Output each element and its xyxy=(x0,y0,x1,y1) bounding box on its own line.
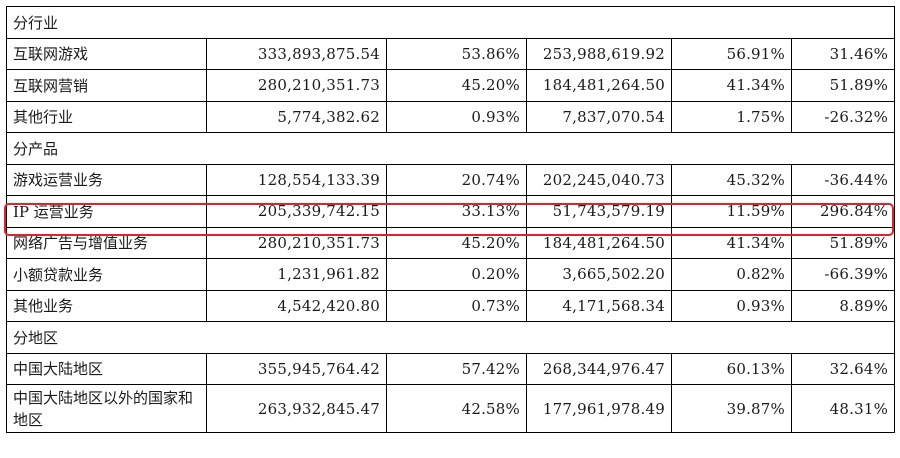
cell-value-col-4: 1.75% xyxy=(671,100,792,133)
cell-value-col-3: 184,481,264.50 xyxy=(526,226,672,259)
cell-value-col-1: 205,339,742.15 xyxy=(206,195,387,228)
row-label: 其他业务 xyxy=(6,289,207,322)
table-body: 分行业 互联网游戏 333,893,875.54 53.86% 253,988,619.… xyxy=(5,6,896,433)
section-label: 分产品 xyxy=(5,132,896,165)
row-label: 网络广告与增值业务 xyxy=(6,226,207,259)
cell-value-col-5: -66.39% xyxy=(790,258,896,291)
section-header-row: 分地区 xyxy=(5,321,896,354)
cell-value-col-1: 355,945,764.42 xyxy=(206,352,387,385)
table-row-highlighted: IP 运营业务 205,339,742.15 33.13% 51,743,579.19… xyxy=(6,195,896,228)
row-label: 其他行业 xyxy=(6,100,207,133)
cell-value-col-1: 333,893,875.54 xyxy=(206,37,387,70)
cell-value-col-4: 39.87% xyxy=(671,384,792,433)
cell-value-col-1: 128,554,133.39 xyxy=(206,163,387,196)
table-row: 中国大陆地区以外的国家和地区 263,932,845.47 42.58% 177,96… xyxy=(6,384,896,433)
cell-value-col-4: 41.34% xyxy=(671,226,792,259)
cell-value-col-2: 0.20% xyxy=(386,258,527,291)
cell-value-col-4: 41.34% xyxy=(671,69,792,102)
table-row: 其他行业 5,774,382.62 0.93% 7,837,070.54 1.75% -2… xyxy=(6,100,896,133)
cell-value-col-4: 0.93% xyxy=(671,289,792,322)
cell-value-col-5: 31.46% xyxy=(790,37,896,70)
row-label: 中国大陆地区以外的国家和地区 xyxy=(6,384,207,433)
cell-value-col-4: 11.59% xyxy=(671,195,792,228)
cell-value-col-3: 7,837,070.54 xyxy=(526,100,672,133)
section-header-row: 分行业 xyxy=(5,6,896,39)
cell-value-col-2: 45.20% xyxy=(386,226,527,259)
cell-value-col-2: 53.86% xyxy=(386,37,527,70)
row-label: IP 运营业务 xyxy=(6,195,207,228)
section-label: 分行业 xyxy=(5,6,896,39)
cell-value-col-2: 42.58% xyxy=(386,384,527,433)
table-row: 小额贷款业务 1,231,961.82 0.20% 3,665,502.20 0.82%… xyxy=(6,258,896,291)
cell-value-col-5: 32.64% xyxy=(790,352,896,385)
row-label: 互联网游戏 xyxy=(6,37,207,70)
cell-value-col-5: 51.89% xyxy=(790,226,896,259)
cell-value-col-4: 45.32% xyxy=(671,163,792,196)
row-label: 互联网营销 xyxy=(6,69,207,102)
cell-value-col-3: 3,665,502.20 xyxy=(526,258,672,291)
cell-value-col-2: 0.93% xyxy=(386,100,527,133)
cell-value-col-5: 48.31% xyxy=(790,384,896,433)
cell-value-col-3: 253,988,619.92 xyxy=(526,37,672,70)
cell-value-col-2: 33.13% xyxy=(386,195,527,228)
cell-value-col-3: 268,344,976.47 xyxy=(526,352,672,385)
table-row: 中国大陆地区 355,945,764.42 57.42% 268,344,976.47… xyxy=(6,352,896,385)
table-row: 网络广告与增值业务 280,210,351.73 45.20% 184,481,264… xyxy=(6,226,896,259)
cell-value-col-3: 177,961,978.49 xyxy=(526,384,672,433)
cell-value-col-4: 60.13% xyxy=(671,352,792,385)
cell-value-col-5: 296.84% xyxy=(790,195,896,228)
table-row: 其他业务 4,542,420.80 0.73% 4,171,568.34 0.93% 8.… xyxy=(6,289,896,322)
cell-value-col-1: 1,231,961.82 xyxy=(206,258,387,291)
cell-value-col-1: 280,210,351.73 xyxy=(206,226,387,259)
section-header-row: 分产品 xyxy=(5,132,896,165)
table-row: 互联网营销 280,210,351.73 45.20% 184,481,264.50 4… xyxy=(6,69,896,102)
table-row: 游戏运营业务 128,554,133.39 20.74% 202,245,040.73… xyxy=(6,163,896,196)
cell-value-col-3: 51,743,579.19 xyxy=(526,195,672,228)
cell-value-col-1: 280,210,351.73 xyxy=(206,69,387,102)
cell-value-col-5: 51.89% xyxy=(790,69,896,102)
row-label: 小额贷款业务 xyxy=(6,258,207,291)
financial-breakdown-table: 分行业 互联网游戏 333,893,875.54 53.86% 253,988,619.… xyxy=(5,6,896,433)
cell-value-col-3: 4,171,568.34 xyxy=(526,289,672,322)
section-label: 分地区 xyxy=(5,321,896,354)
cell-value-col-4: 56.91% xyxy=(671,37,792,70)
table-row: 互联网游戏 333,893,875.54 53.86% 253,988,619.92 5… xyxy=(6,37,896,70)
cell-value-col-2: 57.42% xyxy=(386,352,527,385)
cell-value-col-1: 4,542,420.80 xyxy=(206,289,387,322)
cell-value-col-1: 263,932,845.47 xyxy=(206,384,387,433)
cell-value-col-5: -26.32% xyxy=(790,100,896,133)
cell-value-col-5: -36.44% xyxy=(790,163,896,196)
cell-value-col-2: 20.74% xyxy=(386,163,527,196)
cell-value-col-4: 0.82% xyxy=(671,258,792,291)
cell-value-col-2: 45.20% xyxy=(386,69,527,102)
cell-value-col-3: 202,245,040.73 xyxy=(526,163,672,196)
row-label: 中国大陆地区 xyxy=(6,352,207,385)
row-label: 游戏运营业务 xyxy=(6,163,207,196)
cell-value-col-1: 5,774,382.62 xyxy=(206,100,387,133)
cell-value-col-3: 184,481,264.50 xyxy=(526,69,672,102)
cell-value-col-2: 0.73% xyxy=(386,289,527,322)
cell-value-col-5: 8.89% xyxy=(790,289,896,322)
